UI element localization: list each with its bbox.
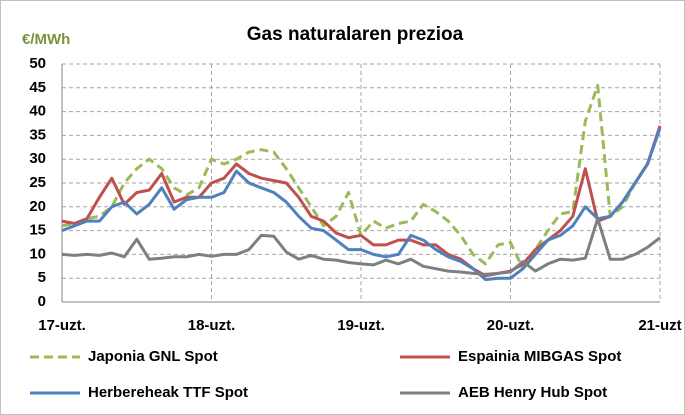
y-tick-label: 0 — [38, 293, 46, 310]
y-tick-label: 25 — [29, 174, 46, 191]
x-tick-label: 18-uzt. — [188, 317, 236, 334]
y-tick-label: 5 — [38, 269, 46, 286]
y-tick-label: 40 — [29, 103, 46, 120]
legend-label: AEB Henry Hub Spot — [458, 384, 607, 401]
y-tick-label: 20 — [29, 198, 46, 215]
x-tick-label: 17-uzt. — [38, 317, 86, 334]
y-tick-label: 35 — [29, 126, 46, 143]
x-tick-label: 21-uzt — [638, 317, 681, 334]
series-line — [61, 125, 662, 278]
legend-label: Japonia GNL Spot — [88, 348, 218, 365]
y-tick-label: 10 — [29, 245, 46, 262]
series-line — [61, 217, 661, 276]
y-tick-label: 30 — [29, 150, 46, 167]
legend-label: Herbereheak TTF Spot — [88, 384, 248, 401]
series-line — [61, 127, 662, 282]
y-tick-label: 45 — [29, 79, 46, 96]
legend-label: Espainia MIBGAS Spot — [458, 348, 621, 365]
y-tick-label: 15 — [29, 222, 46, 239]
x-tick-label: 20-uzt. — [487, 317, 535, 334]
chart-title: Gas naturalaren prezioa — [247, 24, 464, 45]
y-tick-label: 50 — [29, 55, 46, 72]
y-axis-label: €/MWh — [22, 31, 70, 48]
x-tick-label: 19-uzt. — [337, 317, 385, 334]
